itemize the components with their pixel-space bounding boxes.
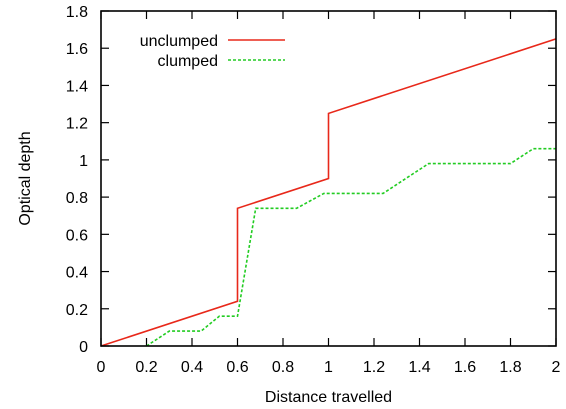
x-tick-label: 2 bbox=[552, 359, 561, 376]
legend: unclumped clumped bbox=[140, 33, 285, 70]
y-tick-label: 0 bbox=[79, 339, 88, 356]
x-tick-label: 1.2 bbox=[363, 359, 385, 376]
y-tick-label: 1.4 bbox=[66, 78, 88, 95]
x-axis-title: Distance travelled bbox=[265, 389, 392, 406]
x-tick-label: 0 bbox=[97, 359, 106, 376]
series-layer bbox=[100, 38, 557, 347]
x-tick-label: 0.8 bbox=[272, 359, 294, 376]
x-tick-label: 1.8 bbox=[499, 359, 521, 376]
legend-label-unclumped: unclumped bbox=[140, 33, 218, 50]
x-tick-label: 1.4 bbox=[408, 359, 430, 376]
x-tick-label: 0.2 bbox=[135, 359, 157, 376]
y-tick-label: 0.2 bbox=[66, 302, 88, 319]
x-tick-label: 0.6 bbox=[226, 359, 248, 376]
y-tick-label: 0.6 bbox=[66, 227, 88, 244]
tick-labels-layer: 0 0.2 0.4 0.6 0.8 1 1.2 1.4 1.6 1.8 2 0 0.2 0.4 0.6 0.8… bbox=[66, 4, 561, 376]
y-tick-label: 1.8 bbox=[66, 4, 88, 21]
x-tick-label: 0.4 bbox=[181, 359, 203, 376]
y-tick-label: 0.8 bbox=[66, 190, 88, 207]
x-tick-label: 1.6 bbox=[454, 359, 476, 376]
y-tick-label: 1 bbox=[79, 153, 88, 170]
y-axis-title: Optical depth bbox=[17, 131, 34, 225]
y-tick-label: 1.2 bbox=[66, 116, 88, 133]
x-tick-label: 1 bbox=[324, 359, 333, 376]
plot-frame bbox=[100, 10, 557, 347]
series-line-clumped bbox=[146, 147, 556, 347]
y-tick-label: 0.4 bbox=[66, 265, 88, 282]
y-tick-label: 1.6 bbox=[66, 41, 88, 58]
series-line-unclumped bbox=[100, 38, 557, 347]
legend-label-clumped: clumped bbox=[158, 53, 218, 70]
